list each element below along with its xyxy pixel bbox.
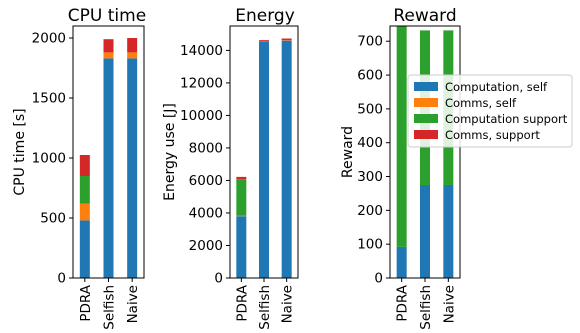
bar-segment bbox=[259, 40, 269, 42]
bar-segment bbox=[396, 26, 407, 247]
bar-segment bbox=[103, 39, 114, 53]
chart-panel-2: 0 2000 4000 6000 8000 10000 12000 14000 PDRA Self… bbox=[162, 6, 299, 330]
y-tick-label: 14000 bbox=[180, 43, 223, 59]
y-axis-label: CPU time [s] bbox=[12, 108, 28, 195]
y-tick-label: 2000 bbox=[189, 238, 223, 254]
y-tick-label: 0 bbox=[214, 271, 223, 287]
y-tick-label: 400 bbox=[357, 135, 383, 151]
bar-segment bbox=[127, 58, 138, 279]
y-tick-label: 12000 bbox=[180, 75, 223, 91]
chart-title: CPU time bbox=[68, 6, 146, 26]
legend-label: Comms, support bbox=[445, 128, 540, 142]
y-tick-label: 6000 bbox=[189, 173, 223, 189]
y-tick-label: 1500 bbox=[32, 91, 66, 107]
y-tick-label: 200 bbox=[357, 203, 383, 219]
y-tick-label: 500 bbox=[40, 211, 66, 227]
y-tick-label: 2000 bbox=[32, 31, 66, 47]
bar-segment bbox=[79, 155, 90, 176]
y-tick-label: 0 bbox=[374, 271, 383, 287]
legend-label: Computation, self bbox=[445, 80, 548, 94]
chart-panel-1: 0 500 1000 1500 2000 PDRA Selfish Naive CPU time… bbox=[12, 6, 146, 330]
chart-title: Reward bbox=[393, 6, 456, 26]
y-tick-label: 100 bbox=[357, 237, 383, 253]
bar-segment bbox=[236, 179, 247, 216]
y-tick-label: 0 bbox=[57, 271, 66, 287]
x-tick-label: Naive bbox=[125, 285, 141, 323]
legend-swatch bbox=[414, 114, 438, 123]
x-tick-label: PDRA bbox=[395, 284, 411, 321]
bar-segment bbox=[103, 58, 114, 279]
legend-box bbox=[407, 74, 573, 148]
bar-segment bbox=[236, 216, 247, 278]
legend-swatch bbox=[414, 130, 438, 139]
bar-segment bbox=[103, 52, 114, 59]
bar-segment bbox=[79, 203, 90, 221]
legend-swatch bbox=[414, 98, 438, 107]
x-tick-label: Selfish bbox=[418, 285, 434, 330]
bar-segment bbox=[127, 52, 138, 59]
y-tick-label: 600 bbox=[357, 68, 383, 84]
x-tick-label: PDRA bbox=[234, 284, 250, 321]
y-tick-label: 4000 bbox=[189, 205, 223, 221]
bar-segment bbox=[79, 220, 90, 278]
y-tick-label: 300 bbox=[357, 169, 383, 185]
legend-label: Computation support bbox=[445, 112, 568, 126]
x-tick-label: Naive bbox=[441, 285, 457, 323]
x-tick-label: Naive bbox=[280, 285, 296, 323]
bar-segment bbox=[281, 40, 292, 278]
y-axis-label: Reward bbox=[340, 126, 356, 178]
y-axis-label: Energy use [J] bbox=[162, 103, 178, 201]
bar-segment bbox=[79, 176, 90, 204]
x-tick-label: Selfish bbox=[257, 285, 273, 330]
bar-segment bbox=[420, 184, 430, 278]
y-tick-label: 1000 bbox=[32, 151, 66, 167]
bar-segment bbox=[236, 176, 247, 180]
legend-label: Comms, self bbox=[445, 96, 517, 110]
legend-swatch bbox=[414, 82, 438, 91]
bar-segment bbox=[443, 184, 454, 278]
y-tick-label: 700 bbox=[357, 34, 383, 50]
bar-segment bbox=[127, 38, 138, 53]
bar-segment bbox=[396, 246, 407, 278]
chart-panel-3: 0 100 200 300 400 500 600 700 PDRA Selfish Naive Re… bbox=[340, 6, 461, 330]
bar-segment bbox=[259, 41, 269, 278]
legend: Computation, self Comms, self Computation … bbox=[407, 74, 573, 148]
chart-title: Energy bbox=[235, 6, 295, 26]
y-tick-label: 500 bbox=[357, 101, 383, 117]
y-tick-label: 10000 bbox=[180, 108, 223, 124]
y-tick-label: 8000 bbox=[189, 140, 223, 156]
x-tick-label: Selfish bbox=[102, 285, 118, 330]
x-tick-label: PDRA bbox=[78, 284, 94, 321]
bar-segment bbox=[281, 38, 292, 41]
